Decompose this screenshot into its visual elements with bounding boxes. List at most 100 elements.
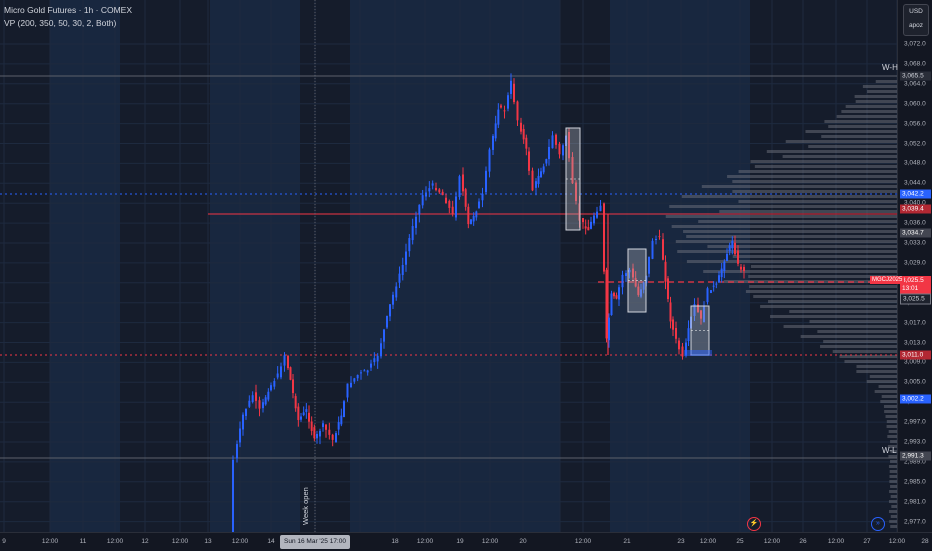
- volume-profile-bar-49: [783, 325, 897, 328]
- volume-profile-bar-0: [875, 80, 897, 83]
- price-tick-label: 3,040.0: [904, 199, 926, 207]
- volume-profile-bar-4: [855, 100, 897, 103]
- price-tick-label: 2,989.0: [904, 458, 926, 466]
- candle-body-56: [405, 251, 407, 265]
- candle-body-102: [548, 146, 550, 160]
- candle-body-155: [710, 290, 712, 293]
- weekly-low-label: W-L: [882, 446, 897, 455]
- candle-body-83: [492, 135, 494, 150]
- scroll-to-realtime-icon[interactable]: »: [871, 517, 885, 531]
- candle-body-15: [280, 366, 282, 378]
- current-price-tag: 3,025.5 13:01: [900, 276, 931, 294]
- candle-body-106: [562, 145, 564, 156]
- session-band-1: [50, 0, 120, 532]
- candle-body-77: [472, 215, 475, 222]
- volume-profile-bar-72: [890, 440, 897, 443]
- price-tick-label: 2,981.0: [904, 498, 926, 506]
- price-scale[interactable]: 2,977.0 2,981.0 2,985.0 2,989.0 2,993.0 2,997…: [897, 0, 932, 532]
- volume-profile-indicator[interactable]: VP (200, 350, 50, 30, 2, Both): [4, 18, 117, 28]
- currency-selector[interactable]: USD apoz: [903, 4, 929, 36]
- currency-code: USD: [909, 8, 923, 15]
- candle-body-114: [587, 227, 590, 231]
- current-price-value: 3,025.5: [902, 277, 924, 284]
- highlight-range: [0, 0, 897, 532]
- candle-body-76: [470, 219, 472, 224]
- price-chart[interactable]: [0, 0, 932, 532]
- volume-profile-bar-52: [823, 340, 897, 343]
- candle-body-42: [360, 372, 362, 374]
- volume-profile-bar-15: [782, 155, 897, 158]
- volume-profile-bar-50: [817, 330, 897, 333]
- volume-profile-bar-36: [686, 260, 897, 263]
- candle-body-68: [445, 197, 447, 204]
- lightning-icon[interactable]: ⚡: [747, 517, 761, 531]
- time-tick-label: 12:00: [231, 538, 249, 545]
- candle-body-32: [328, 429, 331, 435]
- candle-body-151: [697, 304, 699, 313]
- candle-body-5: [248, 400, 251, 407]
- candle-body-44: [366, 370, 369, 373]
- candle-body-11: [267, 391, 270, 400]
- zone-box-0: [565, 127, 581, 231]
- time-tick-label: 12:00: [481, 538, 499, 545]
- candle-body-140: [664, 261, 667, 282]
- dark-price-tag: 3,025.5: [900, 293, 931, 305]
- candle-body-148: [687, 328, 690, 342]
- bar-countdown: 13:01: [902, 285, 919, 292]
- candle-body-86: [500, 105, 502, 108]
- volume-profile-bar-54: [832, 350, 897, 353]
- candle-body-33: [331, 434, 334, 440]
- time-axis[interactable]: 28 12:00 27 12:00 26 12:00 25 12:00 23 21 12:00 20 1…: [0, 532, 932, 551]
- volume-profile-bar-47: [770, 315, 897, 318]
- candle-body-95: [528, 151, 530, 171]
- support-zone-marker: [684, 350, 712, 356]
- volume-profile-bar-68: [886, 420, 897, 423]
- price-tick-label: 3,064.0: [904, 80, 926, 88]
- candle-body-129: [632, 268, 634, 278]
- candle-body-126: [621, 274, 624, 288]
- candle-body-0: [232, 459, 234, 532]
- weekly-high-label: W-H: [882, 63, 898, 72]
- candle-body-40: [353, 378, 356, 382]
- candle-body-165: [737, 250, 739, 264]
- time-tick-label: 21: [623, 538, 631, 545]
- candle-body-53: [395, 286, 398, 298]
- price-tick-label: 2,997.0: [904, 418, 926, 426]
- volume-profile-bar-17: [754, 165, 897, 168]
- candle-body-159: [720, 268, 723, 278]
- time-tick-label: 12:00: [41, 538, 59, 545]
- price-tick-label: 3,017.0: [904, 319, 926, 327]
- candle-body-89: [510, 80, 512, 94]
- price-tick-label: 3,056.0: [904, 120, 926, 128]
- volume-profile-bar-28: [698, 220, 897, 223]
- volume-profile-bar-59: [869, 375, 897, 378]
- time-tick-label: 19: [456, 538, 464, 545]
- time-tick-label: 12:00: [888, 538, 906, 545]
- time-tick-label: 18: [391, 538, 399, 545]
- candle-body-164: [734, 242, 736, 255]
- volume-profile-bar-35: [732, 255, 897, 258]
- candle-body-147: [685, 342, 687, 356]
- candle-body-127: [625, 273, 627, 277]
- volume-profile-bar-7: [836, 115, 897, 118]
- candle-body-156: [712, 285, 715, 287]
- volume-profile-bar-82: [889, 490, 897, 493]
- scale-mode: apoz: [908, 22, 924, 29]
- volume-profile-bar-56: [844, 360, 897, 363]
- candle-body-58: [411, 226, 414, 241]
- candle-body-45: [370, 363, 372, 368]
- candle-body-84: [494, 123, 497, 139]
- candle-body-96: [531, 170, 534, 191]
- time-tick-label: 13: [204, 538, 212, 545]
- candle-body-105: [558, 143, 561, 155]
- candle-body-98: [537, 175, 540, 185]
- symbol-title[interactable]: Micro Gold Futures · 1h · COMEX: [4, 5, 133, 15]
- candle-body-138: [658, 236, 661, 238]
- volume-profile-bar-45: [760, 305, 897, 308]
- candle-body-108: [568, 132, 570, 159]
- blue-bottom-price-tag: 3,002.2: [900, 394, 931, 404]
- session-band-8: [560, 0, 610, 532]
- candle-body-121: [608, 317, 610, 341]
- volume-profile-bar-70: [888, 430, 897, 433]
- volume-profile-bar-20: [732, 180, 897, 183]
